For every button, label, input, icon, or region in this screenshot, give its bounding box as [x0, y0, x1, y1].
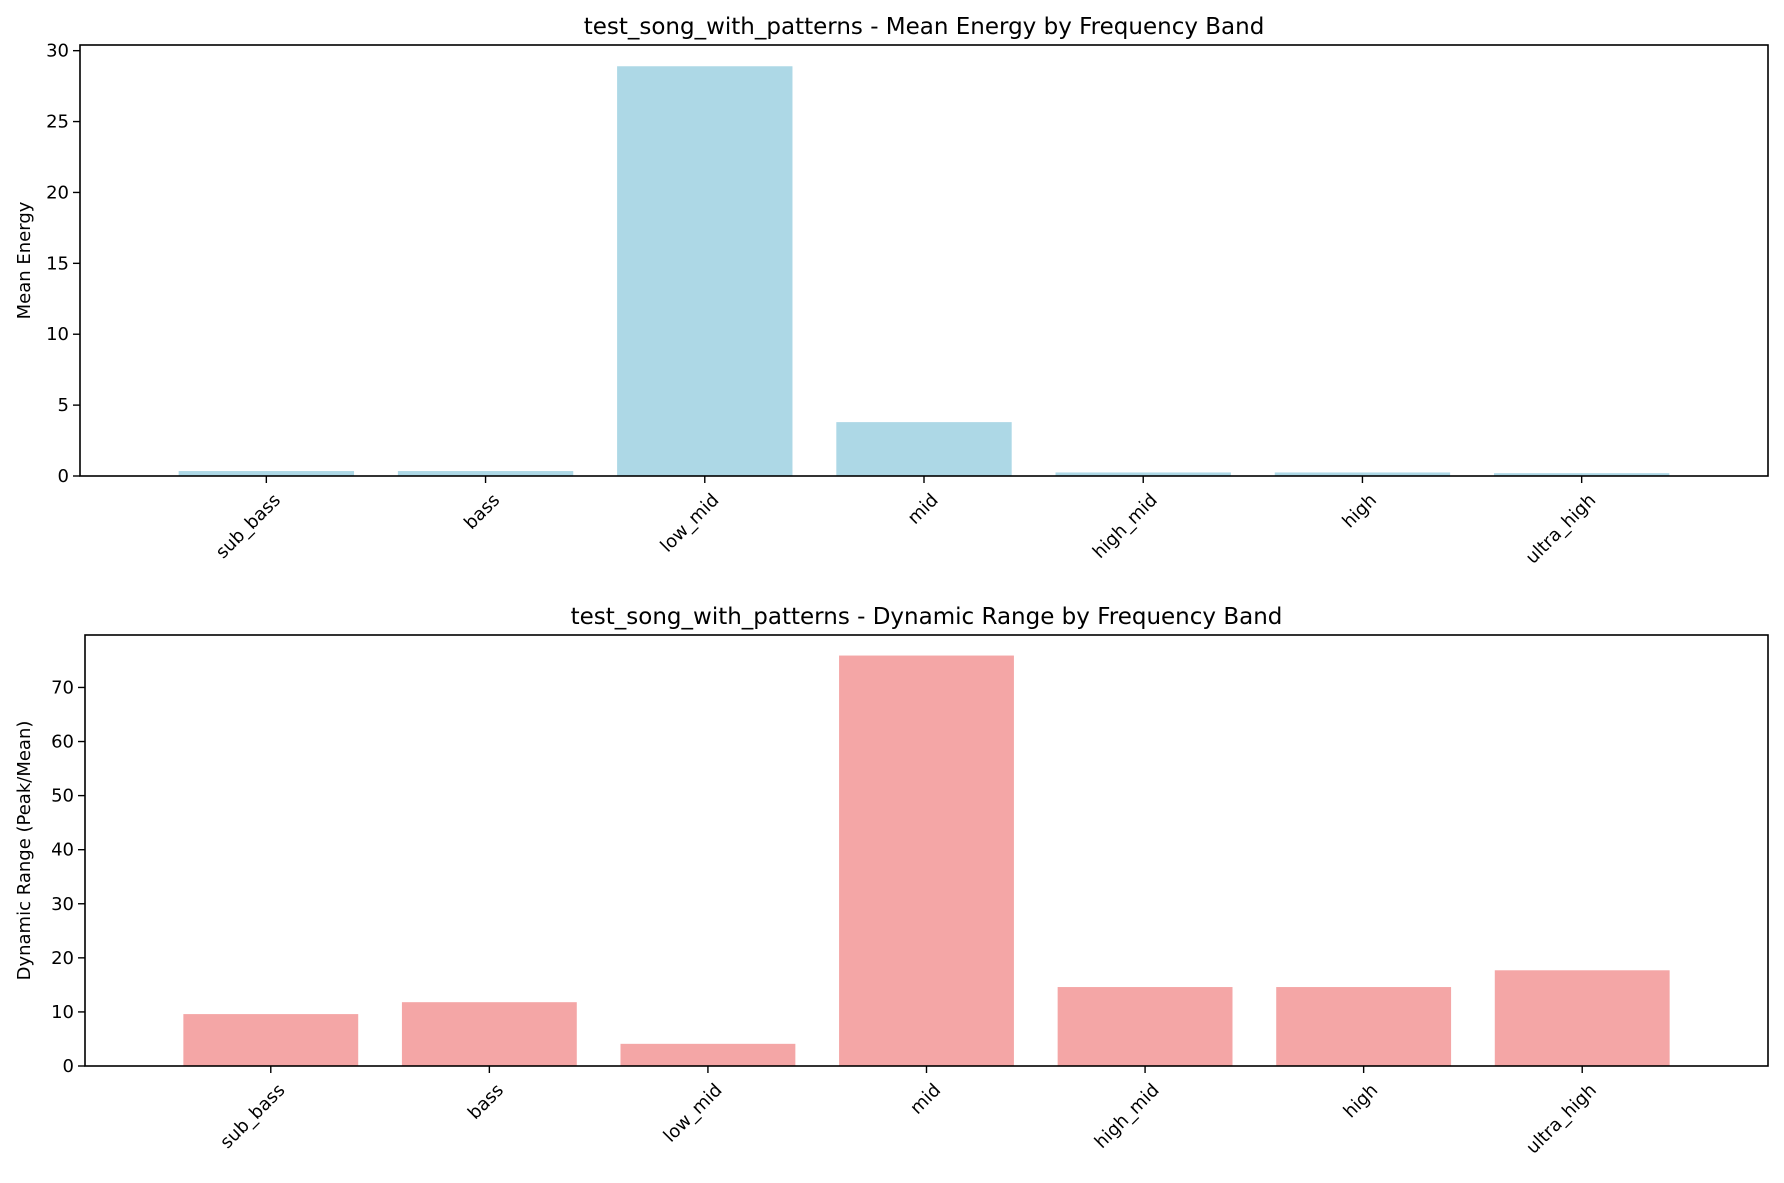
plot-frame [79, 44, 1769, 477]
bar-low-mid [617, 66, 793, 476]
bar-high [1274, 472, 1451, 476]
y-tick-label: 30 [51, 894, 74, 915]
x-tick-label: high_mid [1089, 490, 1162, 563]
x-tick-label: high [1340, 1080, 1383, 1123]
y-tick-label: 20 [46, 182, 69, 203]
y-axis-label: Dynamic Range (Peak/Mean) [14, 721, 35, 981]
bar-bass [401, 1002, 577, 1066]
x-tick-label: mid [904, 490, 943, 529]
y-tick-label: 15 [46, 253, 69, 274]
bars [178, 66, 1670, 476]
bar-sub-bass [183, 1014, 359, 1066]
y-tick-label: 60 [51, 732, 74, 753]
x-tick-label: low_mid [660, 1080, 727, 1147]
bar-mid [839, 655, 1014, 1066]
y-tick-label: 0 [63, 1056, 74, 1077]
y-tick-label: 50 [51, 786, 74, 807]
y-tick-label: 10 [46, 324, 69, 345]
y-tick-label: 30 [46, 41, 69, 62]
bar-ultra-high [1493, 473, 1670, 476]
x-tick-label: low_mid [656, 490, 723, 557]
chart-title: test_song_with_patterns - Mean Energy by… [584, 14, 1265, 40]
y-tick-label: 20 [51, 948, 74, 969]
y-axis-label: Mean Energy [14, 201, 35, 319]
x-ticks: sub_bass bass low_mid mid high_mid high ultra_… [216, 1066, 1601, 1158]
bar-ultra-high [1494, 970, 1670, 1066]
x-tick-label: bass [460, 490, 504, 534]
bar-sub-bass [178, 471, 355, 476]
bar-mid [836, 422, 1012, 476]
y-tick-label: 10 [51, 1002, 74, 1023]
bars [183, 655, 1670, 1066]
y-tick-label: 40 [51, 840, 74, 861]
x-ticks: sub_bass bass low_mid mid high_mid high ultra_… [212, 476, 1600, 568]
bar-high [1276, 987, 1452, 1066]
x-tick-label: mid [906, 1080, 945, 1119]
x-tick-label: ultra_high [1522, 490, 1601, 569]
x-tick-label: sub_bass [212, 490, 285, 563]
y-tick-label: 0 [58, 466, 69, 487]
x-tick-label: high [1338, 490, 1381, 533]
y-tick-label: 5 [58, 395, 69, 416]
x-tick-label: bass [464, 1080, 508, 1124]
y-ticks: 0 5 10 15 20 25 30 [46, 41, 80, 487]
bar-high-mid [1055, 472, 1231, 476]
bar-low-mid [620, 1043, 796, 1066]
dynamic-range-chart: test_song_with_patterns - Dynamic Range … [14, 604, 1769, 1158]
x-tick-label: ultra_high [1522, 1080, 1601, 1159]
y-ticks: 0 10 20 30 40 50 60 70 [51, 677, 85, 1077]
bar-bass [397, 471, 574, 476]
plot-frame [84, 634, 1769, 1067]
x-tick-label: high_mid [1091, 1080, 1164, 1153]
y-tick-label: 70 [51, 677, 74, 698]
chart-title: test_song_with_patterns - Dynamic Range … [571, 604, 1283, 630]
x-tick-label: sub_bass [216, 1080, 289, 1153]
bar-high-mid [1057, 987, 1233, 1066]
mean-energy-chart: test_song_with_patterns - Mean Energy by… [14, 14, 1769, 568]
y-tick-label: 25 [46, 112, 69, 133]
